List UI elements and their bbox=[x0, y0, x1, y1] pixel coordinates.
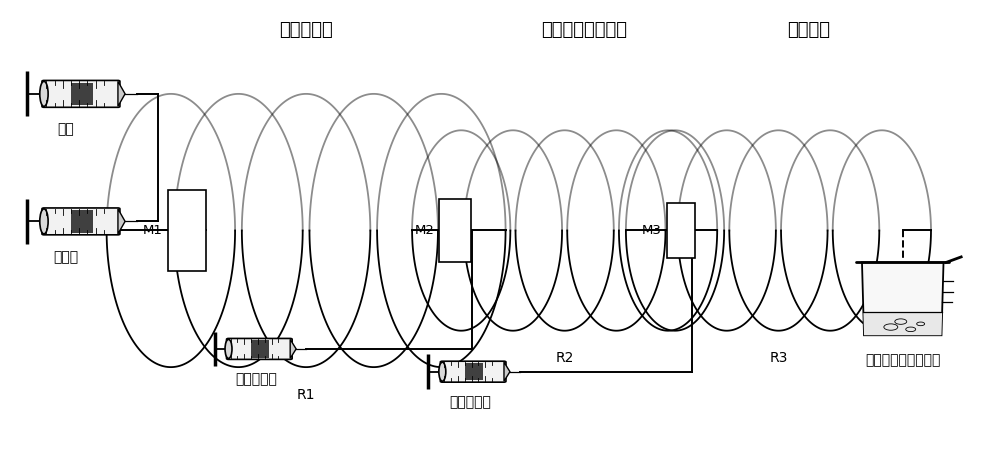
FancyBboxPatch shape bbox=[42, 208, 120, 235]
FancyBboxPatch shape bbox=[227, 338, 292, 360]
Text: 单体: 单体 bbox=[57, 122, 74, 136]
Text: 同源聚合: 同源聚合 bbox=[787, 21, 830, 39]
Text: 硼烷大分子引发剂: 硼烷大分子引发剂 bbox=[542, 21, 628, 39]
FancyBboxPatch shape bbox=[440, 361, 506, 382]
Bar bbox=[168, 189, 206, 272]
Bar bbox=[71, 83, 93, 105]
Text: 叶立德单体: 叶立德单体 bbox=[449, 395, 491, 409]
Text: 有机硼溶液: 有机硼溶液 bbox=[235, 372, 277, 386]
Bar bbox=[251, 340, 269, 358]
Polygon shape bbox=[862, 262, 944, 335]
Text: R3: R3 bbox=[769, 351, 788, 365]
Polygon shape bbox=[504, 362, 510, 381]
Ellipse shape bbox=[225, 339, 232, 359]
Text: 三臂星型嵌段共聚物: 三臂星型嵌段共聚物 bbox=[865, 354, 940, 367]
Ellipse shape bbox=[439, 362, 446, 381]
Text: M1: M1 bbox=[143, 224, 163, 237]
FancyBboxPatch shape bbox=[42, 80, 120, 107]
Bar bbox=[439, 199, 471, 262]
Polygon shape bbox=[290, 339, 296, 359]
Bar bbox=[465, 363, 483, 380]
Text: M3: M3 bbox=[642, 224, 662, 237]
Text: M2: M2 bbox=[414, 224, 434, 237]
Text: R2: R2 bbox=[555, 351, 574, 365]
Bar bbox=[667, 203, 695, 258]
Text: R1: R1 bbox=[297, 388, 315, 402]
Bar bbox=[71, 210, 93, 233]
Polygon shape bbox=[118, 81, 125, 106]
Ellipse shape bbox=[40, 81, 48, 106]
Text: 引发剂: 引发剂 bbox=[53, 250, 78, 264]
Polygon shape bbox=[863, 312, 942, 335]
Polygon shape bbox=[118, 209, 125, 234]
Ellipse shape bbox=[40, 209, 48, 234]
Text: 阴离子聚合: 阴离子聚合 bbox=[279, 21, 333, 39]
